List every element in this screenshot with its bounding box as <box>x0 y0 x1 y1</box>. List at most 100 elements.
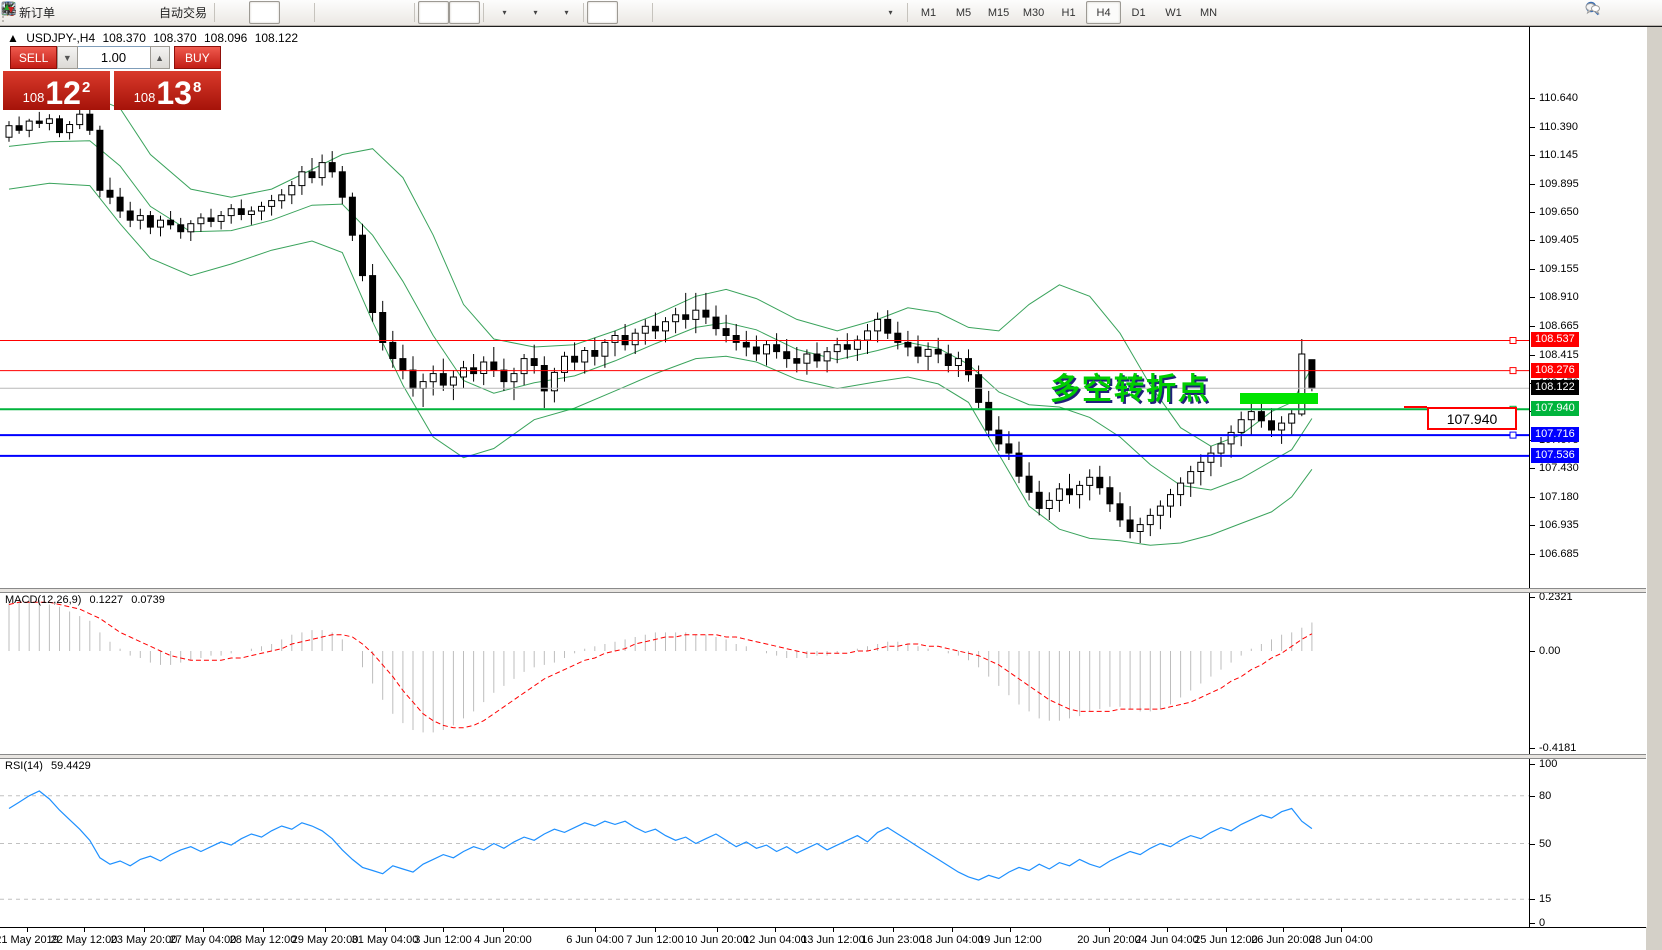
sell-button[interactable]: SELL <box>10 46 58 69</box>
buy-price-display[interactable]: 108 13 8 <box>114 71 221 110</box>
toolbar-separator <box>314 3 316 22</box>
time-axis[interactable]: 21 May 2019 22 May 12:00 23 May 20:00 27 Ma… <box>0 927 1646 950</box>
rsi-indicator-pane[interactable]: RSI(14) 59.4429 <box>0 757 1529 927</box>
zoom-in-button[interactable] <box>1 1 349 24</box>
sell-price-display[interactable]: 108 12 2 <box>3 71 110 110</box>
time-axis-label: 31 May 04:00 <box>351 934 419 946</box>
rsi-canvas[interactable] <box>0 757 1529 927</box>
buy-button[interactable]: BUY <box>173 46 221 69</box>
candle-body <box>1116 503 1124 521</box>
candle-body <box>1035 491 1043 509</box>
cursor-button[interactable] <box>5 1 619 24</box>
line-chart-button[interactable] <box>1 1 311 24</box>
pane-splitter[interactable] <box>0 754 1646 759</box>
tf-d1[interactable]: D1 <box>1121 1 1156 24</box>
price-chart-canvas[interactable] <box>0 27 1529 588</box>
tf-m5[interactable]: M5 <box>946 1 981 24</box>
chart-template-button[interactable]: ▾ <box>1 1 580 24</box>
chart-shift-button[interactable] <box>2 1 481 24</box>
candle-body <box>268 200 276 207</box>
window-edge-strip <box>1646 27 1662 950</box>
candle-body <box>571 355 579 363</box>
price-callout-label[interactable]: 107.940 <box>1427 407 1517 430</box>
vertical-line-button[interactable] <box>7 1 687 24</box>
candle-body <box>1288 413 1296 424</box>
channel-button[interactable]: E <box>1 1 780 24</box>
time-axis-label: 25 Jun 12:00 <box>1194 934 1258 946</box>
line-anchor-handle[interactable] <box>1509 337 1517 344</box>
candle-body <box>106 189 114 198</box>
axis-tick <box>1530 355 1535 356</box>
tf-m30[interactable]: M30 <box>1016 1 1051 24</box>
time-axis-label: 21 May 2019 <box>0 934 59 946</box>
tf-h4[interactable]: H4 <box>1086 1 1122 24</box>
auto-trading-button[interactable]: 自动交易 <box>1 1 211 24</box>
new-order-button[interactable]: 新订单 <box>2 1 59 24</box>
symbol-name: USDJPY-,H4 <box>26 31 96 45</box>
macd-canvas[interactable] <box>0 591 1529 754</box>
price-axis[interactable]: 110.640 110.390 110.145 109.895 109.650 109.4… <box>1529 27 1647 929</box>
virtual-hosting-button[interactable] <box>2 1 121 24</box>
support-zone-rectangle[interactable] <box>1240 393 1318 404</box>
tile-windows-button[interactable] <box>2 1 411 24</box>
macd-indicator-pane[interactable]: MACD(12,26,9) 0.1227 0.0739 <box>0 591 1529 754</box>
tf-w1[interactable]: W1 <box>1156 1 1191 24</box>
chart-filter-button[interactable] <box>1 1 90 24</box>
auto-scroll-button[interactable] <box>2 1 450 24</box>
volume-input[interactable] <box>77 46 150 69</box>
tf-m1[interactable]: M1 <box>911 1 946 24</box>
pane-splitter[interactable] <box>0 588 1646 593</box>
profiles-button[interactable]: ▾ <box>1 1 549 24</box>
crosshair-button[interactable] <box>2 1 649 24</box>
time-axis-label: 24 Jun 04:00 <box>1135 934 1199 946</box>
bollinger-upper-band[interactable] <box>8 95 1313 447</box>
candle-body <box>1066 488 1073 496</box>
line-anchor-handle[interactable] <box>1509 367 1517 375</box>
main-chart-pane[interactable]: ▲ USDJPY-,H4 108.370 108.370 108.096 108… <box>0 27 1529 588</box>
bollinger-lower-band[interactable] <box>8 182 1313 546</box>
candle-body <box>641 325 649 334</box>
candle-body <box>379 312 387 343</box>
time-axis-label: 13 Jun 12:00 <box>801 934 865 946</box>
line-anchor-handle[interactable] <box>1509 431 1517 439</box>
axis-tick <box>1530 269 1535 270</box>
chat-button[interactable] <box>1585 1 1654 24</box>
signals-button[interactable] <box>4 1 152 24</box>
candle-body <box>864 330 871 341</box>
text-button[interactable]: A <box>4 1 842 24</box>
volume-decrease-button[interactable]: ▼ <box>57 46 78 69</box>
axis-tick-label: 109.155 <box>1539 263 1579 275</box>
candlestick-chart-button[interactable] <box>2 1 281 24</box>
toolbar-separator <box>583 3 585 22</box>
tf-m5-label: M5 <box>955 6 972 19</box>
tf-mn[interactable]: MN <box>1191 1 1226 24</box>
candle-body <box>1025 475 1033 493</box>
ohlc-high: 108.370 <box>153 31 197 45</box>
trendline-button[interactable] <box>2 1 749 24</box>
axis-tick <box>1530 127 1535 128</box>
collapse-arrow-icon[interactable]: ▲ <box>7 31 19 45</box>
axis-tick-label: 109.650 <box>1539 206 1579 218</box>
tf-h1[interactable]: H1 <box>1051 1 1086 24</box>
arrows-button[interactable]: ▾ <box>4 1 904 24</box>
axis-tick <box>1530 651 1535 652</box>
fibonacci-button[interactable]: F <box>2 1 811 24</box>
chart-text-annotation[interactable]: 多空转折点 <box>1050 373 1210 406</box>
bar-chart-button[interactable] <box>2 1 249 24</box>
tf-m15[interactable]: M15 <box>981 1 1016 24</box>
axis-tick <box>1530 899 1535 900</box>
axis-tick <box>1530 468 1535 469</box>
text-label-button[interactable]: T <box>1 1 873 24</box>
new-chart-button[interactable]: ▾ <box>2 1 518 24</box>
axis-tick-label: 80 <box>1539 790 1552 802</box>
candle-body <box>278 194 286 202</box>
volume-increase-button[interactable]: ▲ <box>149 46 170 69</box>
auto-trading-button-label: 自动交易 <box>159 6 208 20</box>
candle-body <box>520 358 528 375</box>
bollinger-middle-band[interactable] <box>8 140 1313 491</box>
candle-body <box>742 341 750 348</box>
zoom-out-button[interactable] <box>1 1 380 24</box>
window-border <box>0 25 1662 27</box>
horizontal-line-button[interactable] <box>2 1 718 24</box>
toolbar-separator <box>214 3 216 22</box>
